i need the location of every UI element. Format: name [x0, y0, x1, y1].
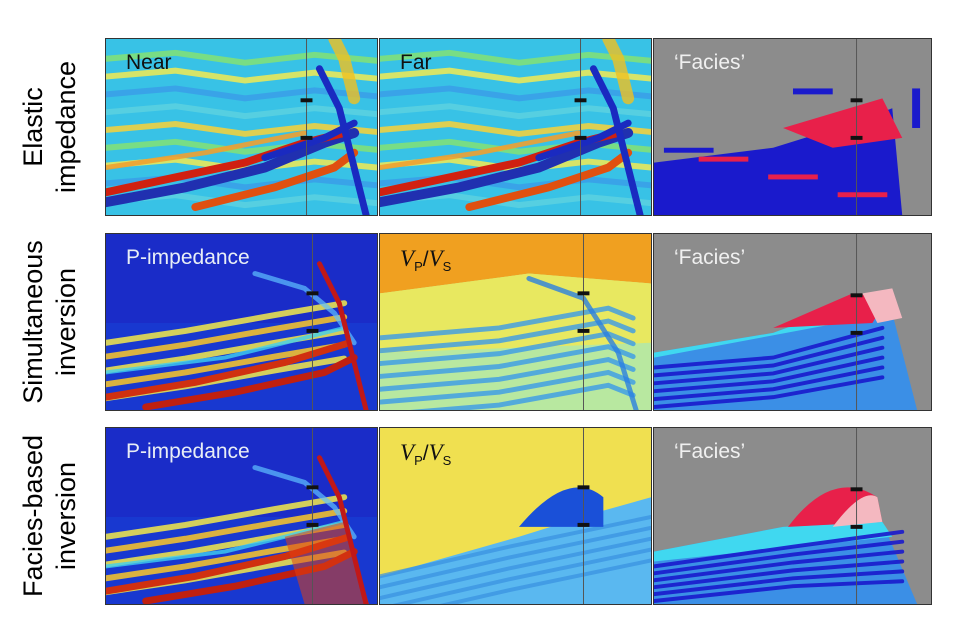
panel-label-facies-1: ‘Facies’	[674, 51, 746, 74]
panel-label-p-impedance-2: P-impedance	[126, 440, 250, 463]
panel-far: Far	[379, 38, 652, 216]
row-label-simultaneous: Simultaneous inversion	[18, 240, 82, 404]
panel-label-p-impedance-1: P-impedance	[126, 246, 250, 269]
row-label-facies-based: Facies-based inversion	[18, 434, 81, 598]
row-label-elastic: Elastic impedance	[18, 60, 81, 194]
panel-vpvs-1: VP/VS	[379, 233, 652, 411]
facies-image-1	[654, 39, 931, 215]
p-impedance-image-2	[106, 428, 377, 604]
panel-near: Near	[105, 38, 378, 216]
p-impedance-image-1	[106, 234, 377, 410]
seismic-image-near	[106, 39, 377, 215]
panel-p-impedance-2: P-impedance	[105, 427, 378, 605]
panel-label-near: Near	[126, 51, 172, 74]
panel-facies-1: ‘Facies’	[653, 38, 932, 216]
facies-image-3	[654, 428, 931, 604]
vpvs-image-1	[380, 234, 651, 410]
panel-label-far: Far	[400, 51, 432, 74]
panel-label-vpvs-2: VP/VS	[400, 440, 452, 469]
panel-p-impedance-1: P-impedance	[105, 233, 378, 411]
panel-vpvs-2: VP/VS	[379, 427, 652, 605]
panel-label-facies-3: ‘Facies’	[674, 440, 746, 463]
panel-facies-2: ‘Facies’	[653, 233, 932, 411]
panel-label-facies-2: ‘Facies’	[674, 246, 746, 269]
seismic-image-far	[380, 39, 651, 215]
panel-facies-3: ‘Facies’	[653, 427, 932, 605]
panel-label-vpvs-1: VP/VS	[400, 246, 452, 275]
facies-image-2	[654, 234, 931, 410]
vpvs-image-2	[380, 428, 651, 604]
